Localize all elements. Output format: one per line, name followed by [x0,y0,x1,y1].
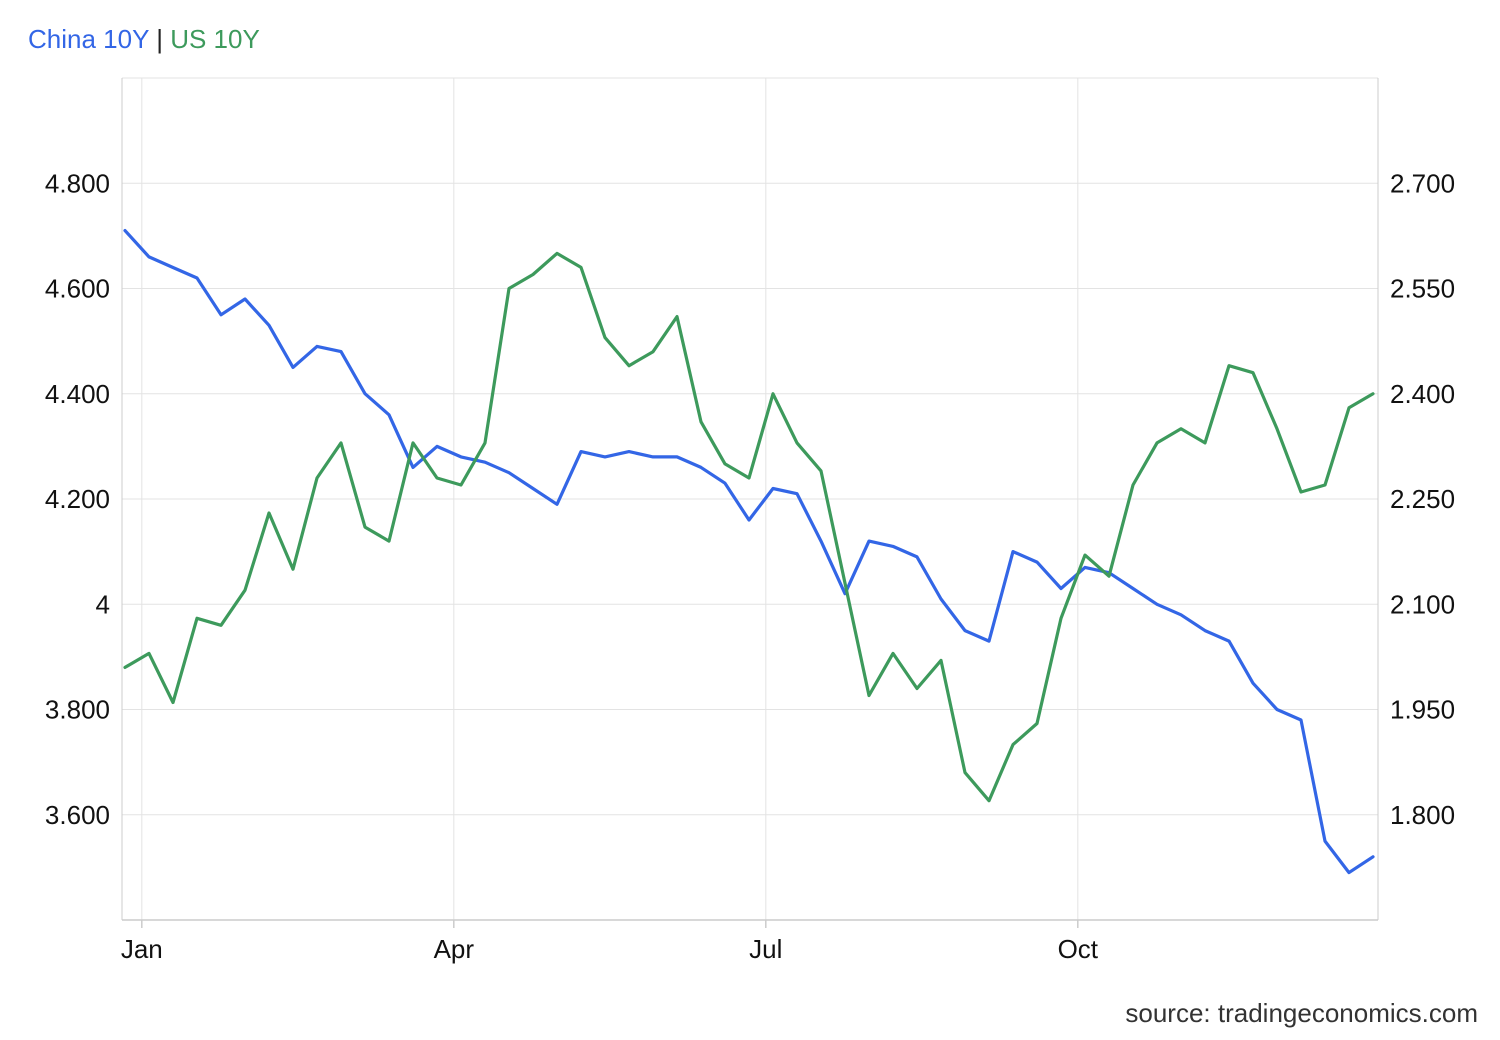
y-left-tick-label: 4.600 [45,274,110,304]
series-line-china-10y[interactable] [123,229,1375,875]
source-credit[interactable]: source: tradingeconomics.com [1125,998,1478,1028]
series [123,229,1375,875]
y-right-tick-label: 2.550 [1390,274,1455,304]
y-axis-left-labels: 3.600 3.800 4 4.200 4.400 4.600 4.800 [45,168,110,830]
y-right-tick-label: 2.250 [1390,484,1455,514]
y-right-tick-label: 2.400 [1390,379,1455,409]
x-axis-labels: Jan Apr Jul Oct [121,934,1099,964]
y-axis-right-labels: 1.800 1.950 2.100 2.250 2.400 2.550 2.700 [1390,168,1455,830]
y-left-tick-label: 3.800 [45,695,110,725]
y-left-tick-label: 3.600 [45,800,110,830]
axes [121,78,1379,921]
y-right-tick-label: 1.950 [1390,695,1455,725]
legend: China 10Y | US 10Y [28,22,260,56]
grid [122,77,1378,928]
legend-china[interactable]: China 10Y [28,24,149,54]
x-tick-label: Apr [434,934,475,964]
x-tick-label: Jul [749,934,782,964]
y-left-tick-label: 4.800 [45,168,110,198]
x-tick-label: Oct [1058,934,1099,964]
y-left-tick-label: 4.400 [45,379,110,409]
y-right-tick-label: 2.100 [1390,589,1455,619]
y-left-tick-label: 4.200 [45,484,110,514]
y-right-tick-label: 2.700 [1390,168,1455,198]
legend-us[interactable]: US 10Y [170,24,260,54]
legend-separator: | [156,24,163,54]
y-right-tick-label: 1.800 [1390,800,1455,830]
x-tick-label: Jan [121,934,163,964]
series-line-us-10y[interactable] [123,251,1375,803]
y-left-tick-label: 4 [96,589,110,619]
